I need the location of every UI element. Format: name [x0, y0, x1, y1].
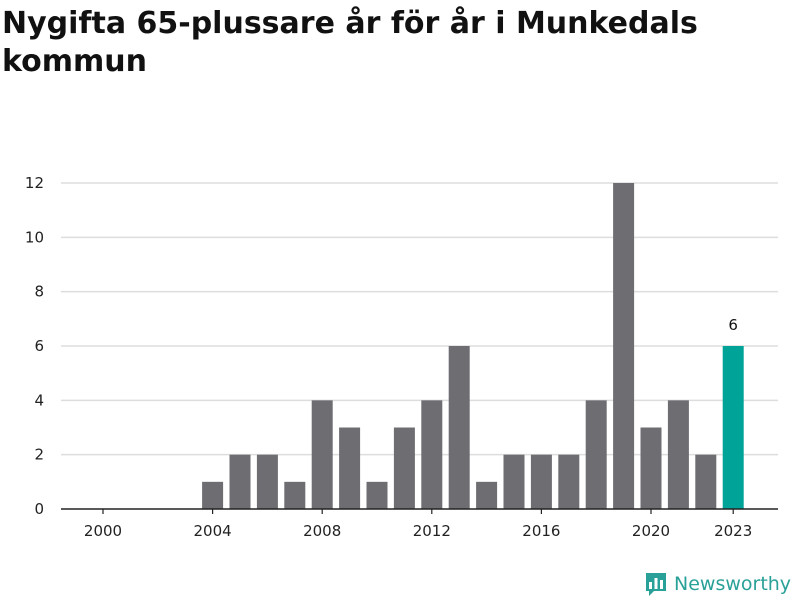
bar-2019	[613, 183, 635, 509]
y-tick-label: 6	[34, 337, 44, 355]
grid-lines	[61, 182, 778, 456]
newsworthy-logo: Newsworthy	[644, 568, 791, 600]
axes: 0 2 4 6 8 10 12 2000 2004 2008 2012 2016 2020 2023	[25, 174, 778, 540]
bar-2023	[722, 346, 744, 509]
bar-2015	[503, 454, 525, 509]
x-tick-label: 2012	[413, 522, 451, 540]
bar-2014	[476, 481, 498, 509]
bar-chart-bubble-icon	[646, 573, 666, 596]
x-tick-label: 2020	[632, 522, 670, 540]
y-tick-label: 4	[34, 391, 44, 409]
bar-2007	[284, 481, 306, 509]
brand-name: Newsworthy	[674, 573, 792, 595]
bar-2010	[366, 481, 388, 509]
bar-2005	[229, 454, 251, 509]
bar-2009	[339, 427, 361, 509]
y-tick-label: 2	[34, 446, 44, 464]
bar-2006	[256, 454, 278, 509]
bar-2013	[448, 346, 470, 509]
bar-2018	[585, 400, 607, 509]
y-tick-label: 10	[25, 228, 44, 246]
bar-2016	[530, 454, 552, 509]
y-tick-label: 8	[34, 283, 44, 301]
bar-2020	[640, 427, 662, 509]
x-tick-label: 2008	[303, 522, 341, 540]
bar-2012	[421, 400, 443, 509]
x-tick-label: 2016	[522, 522, 560, 540]
bar-2008	[311, 400, 333, 509]
y-tick-label: 12	[25, 174, 44, 192]
bar-2021	[667, 400, 689, 509]
bar-2004	[202, 481, 224, 509]
labels: 6	[728, 316, 738, 334]
bar-2017	[558, 454, 580, 509]
x-tick-label: 2000	[84, 522, 122, 540]
chart-title: Nygifta 65-plussare år för år i Munkedal…	[2, 6, 698, 79]
bar-2022	[695, 454, 717, 509]
bar-2011	[393, 427, 415, 509]
data-label: 6	[728, 316, 738, 334]
x-tick-label: 2023	[714, 522, 752, 540]
x-tick-label: 2004	[194, 522, 232, 540]
bars	[202, 183, 744, 509]
y-tick-label: 0	[34, 500, 44, 518]
